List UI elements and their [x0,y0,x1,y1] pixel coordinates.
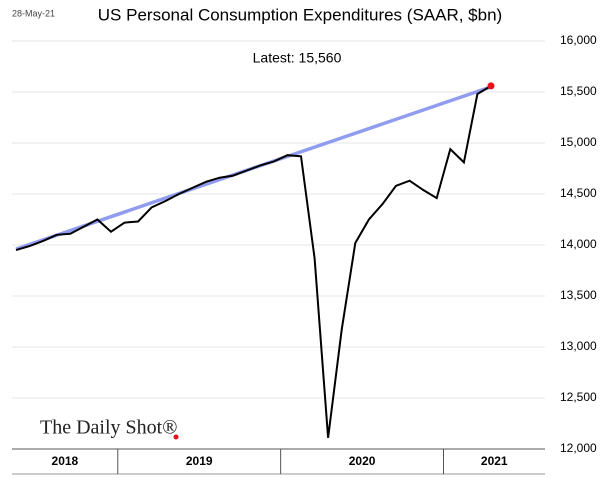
y-tick-label: 14,000 [560,237,597,251]
y-tick-label: 15,500 [560,84,597,98]
annotation: Latest: 15,560 [253,50,342,66]
chart-title: US Personal Consumption Expenditures (SA… [98,5,502,24]
data-line [15,85,492,438]
y-tick-label: 13,000 [560,339,597,353]
y-tick-label: 15,000 [560,135,597,149]
y-tick-label: 12,500 [560,390,597,404]
y-tick-label: 14,500 [560,186,597,200]
date: 28-May-21 [12,8,55,18]
x-group-label: 2018 [52,454,79,468]
x-group-label: 2019 [186,454,213,468]
y-tick-label: 12,000 [560,441,597,455]
x-group-label: 2020 [349,454,376,468]
y-tick-label: 13,500 [560,288,597,302]
latest-point [487,82,495,90]
x-group-label: 2021 [481,454,508,468]
watermark-dot [173,434,179,440]
watermark: The Daily Shot® [40,417,177,439]
y-tick-label: 16,000 [560,33,597,47]
